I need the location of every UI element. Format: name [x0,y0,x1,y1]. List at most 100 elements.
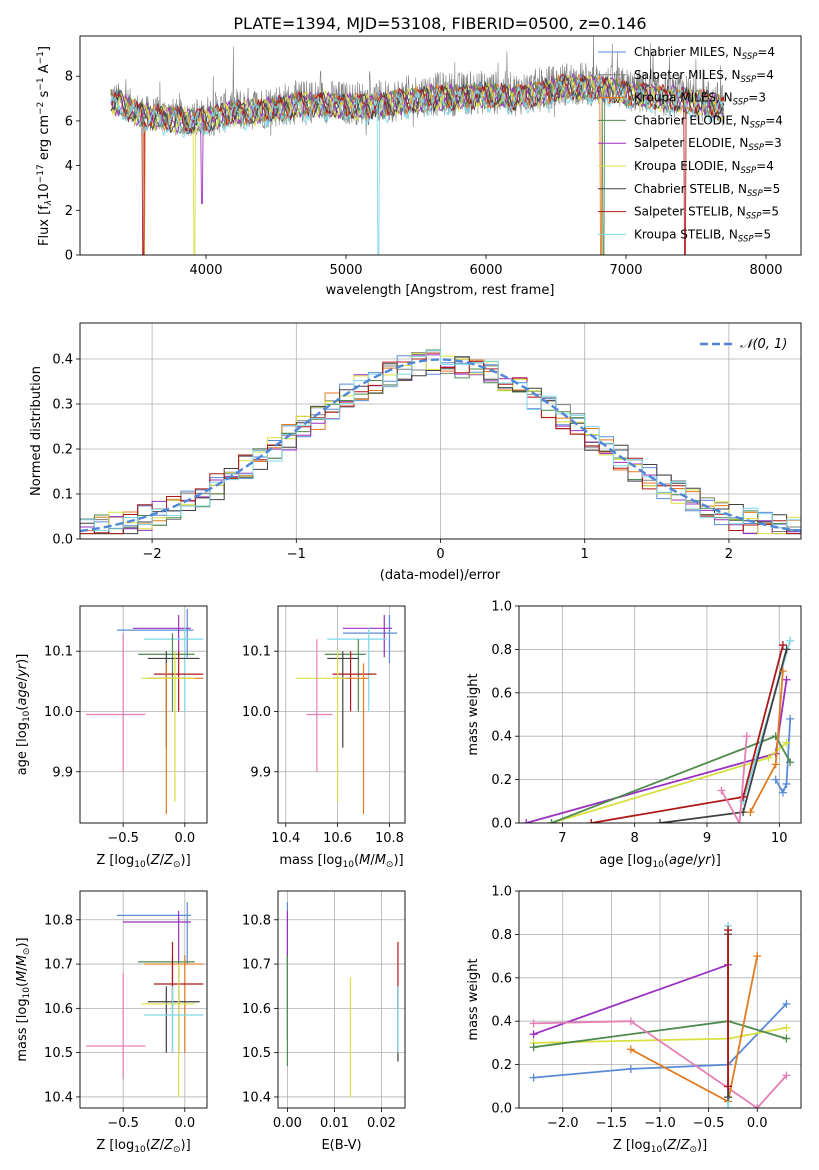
label-part: ( [15,706,30,711]
x-tick-label: 1 [581,547,589,562]
legend-tail: =3 [764,136,782,150]
y-tick-label: 2 [65,204,73,219]
legend-tail: =5 [761,205,779,219]
label-part: )] [181,853,191,868]
weight-marker [782,779,791,788]
label-part: M [15,971,30,982]
weight-marker [786,636,795,645]
y-tick-label: 0.6 [491,971,512,986]
y-tick-label: 0.2 [491,773,512,788]
legend-sub: SSP [748,143,764,153]
errorbar-point [332,651,377,712]
legend-sub: SSP [733,98,749,108]
legend-label: Kroupa STELIB, N [634,227,738,241]
x-tick-label: 10.4 [271,831,300,846]
x-tick-label: 10.8 [375,831,404,846]
label-part: / [160,1138,165,1153]
legend-tail: =5 [763,182,781,196]
errorbar-point [327,651,359,748]
errorbar-point [116,902,191,965]
weight-marker [782,645,791,654]
label-part: 10 [652,860,664,870]
errorbar-point [342,615,393,658]
legend-tail: =4 [765,113,783,127]
label-part: ⊙ [386,860,394,870]
label-part: −1 [36,77,46,90]
legend-label: Chabrier STELIB, N [634,182,747,196]
weight-marker [782,999,791,1008]
weight-marker [764,753,773,762]
label-part: )] [15,654,30,664]
legend-entry: Salpeter ELODIE, NSSP=3 [634,136,782,153]
y-tick-label: 0.2 [52,443,73,458]
x-tick-label: −0.5 [107,1116,139,1131]
x-tick-label: 10.6 [323,831,352,846]
legend-label: Salpeter ELODIE, N [634,136,748,150]
errorbar-point [147,986,200,1053]
legend-tail: =4 [757,45,775,59]
y-tick-label: 10.4 [242,1090,271,1105]
errorbar-point [144,627,204,712]
label-part: )] [181,1138,191,1153]
label-part: 10 [651,1145,663,1155]
legend-sub: SSP [747,189,763,199]
label-part: ( [354,853,359,868]
plot-area-massweight-vs-Z [519,891,801,1108]
label-part: Z [163,1138,174,1153]
model-line-kroupa-elodie [110,74,725,255]
x-tick-label: 6000 [469,263,502,278]
weight-marker [742,732,751,741]
errorbar-point [144,986,204,1053]
axes-mass-vs-EBV: 0.00 0.01 0.02 10.4 10.5 10.6 10.7 10.8 E(B-V) [242,890,406,1153]
plot-area-mass-vs-Z [80,891,207,1108]
errorbar-point [147,651,200,748]
legend-entry: Kroupa STELIB, NSSP=5 [634,227,771,244]
axes-border [79,890,208,1109]
x-axis-label: Z [log10(Z/Z⊙)] [96,853,190,870]
x-tick-label: 0.00 [273,1116,302,1131]
label-part: 10 [22,987,32,999]
y-tick-label: 0.2 [491,1058,512,1073]
label-part: Z [163,853,174,868]
weight-marker [786,758,795,767]
x-tick-label: 4000 [189,263,222,278]
weight-marker [587,819,596,823]
y-tick-label: 10.7 [44,958,73,973]
legend-entry: Chabrier STELIB, NSSP=5 [634,182,780,199]
label-part: M [15,955,30,966]
errorbar-point [324,639,367,712]
y-tick-label: 10.0 [44,705,73,720]
weight-marker [782,738,791,747]
errorbar-point [86,633,146,772]
label-part: / [676,1138,681,1153]
label-part: 10 [134,1145,146,1155]
label-part: Z [680,1138,691,1153]
y-tick-label: 0.8 [491,643,512,658]
x-tick-label: 0.01 [320,1116,349,1131]
y-tick-label: 10.7 [242,958,271,973]
grid-mass-vs-Z [80,891,207,1108]
y-tick-label: 6 [65,114,73,129]
weight-marker [778,788,787,797]
x-tick-label: 7 [558,831,566,846]
errorbar-point [327,627,387,712]
y-axis-label: Flux [fλ10−17 erg cm−2 s−1 A−1] [36,46,54,246]
label-part: 10 [37,183,52,200]
axes-spectrum: 4000 5000 6000 7000 8000 0 2 4 6 8 Chabrier MILES,… [36,14,802,298]
x-tick-label: 2 [725,547,733,562]
weight-marker [717,786,726,795]
grid-age-vs-mass [278,606,405,823]
label-part: ( [146,853,151,868]
weight-marker [782,1071,791,1080]
label-part: age [log [15,722,30,775]
label-part: ⊙ [173,1145,181,1155]
weight-marker [529,1073,538,1082]
label-part: M [359,853,370,868]
x-tick-label: −0.5 [107,831,139,846]
label-part: M [375,853,386,868]
x-tick-label: 0.02 [367,1116,396,1131]
y-tick-label: 10.6 [242,1002,271,1017]
label-part: λ [44,200,54,206]
